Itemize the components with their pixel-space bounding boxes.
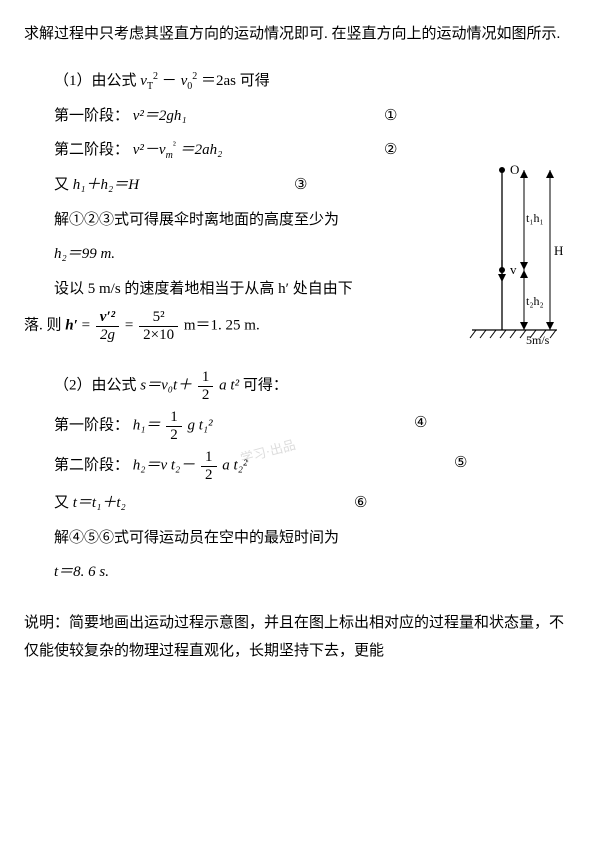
p2-solve: 解④⑤⑥式可得运动员在空中的最短时间为 [54,524,572,553]
half2: 1 2 [166,409,182,443]
p2-result: t＝8. 6 s. [54,558,572,587]
p2-stage2: 第二阶段： h₂＝v t₂－ 1 2 a t₂² ⑤ [54,449,572,483]
eq-num-6: ⑥ [354,489,367,518]
diagram-speed: 5m/s [526,333,550,347]
part2: （2）由公式 s＝v₀t＋ 1 2 a t² 可得： 第一阶段： h₁＝ 1 2… [24,369,572,587]
diagram-H: H [554,243,563,258]
eq-num-3: ③ [294,171,307,200]
p2-lead: （2）由公式 s＝v₀t＋ 1 2 a t² 可得： [54,369,572,403]
explain-text: 说明：简要地画出运动过程示意图，并且在图上标出相对应的过程量和状态量，不仅能使较… [24,609,572,666]
frac1: v′² 2g [96,309,119,343]
eq-num-5: ⑤ [454,449,467,478]
p2-stage1: 第一阶段： h₁＝ 1 2 g t₁² ④ [54,409,572,443]
diagram-t2h2: t₂h₂ [526,294,544,308]
intro-text: 求解过程中只考虑其竖直方向的运动情况即可. 在竖直方向上的运动情况如图所示. [24,20,572,49]
diagram-t1h1: t₁h₁ [526,211,544,225]
frac2: 5² 2×10 [139,309,178,343]
motion-diagram: O H t₁h₁ v t₂h₂ 5m/s [462,160,572,360]
p1-v1: v [140,73,147,89]
diagram-o: O [510,162,519,177]
diagram-svg: O H t₁h₁ v t₂h₂ 5m/s [462,160,572,360]
eq-num-1: ① [384,102,397,131]
eq-num-4: ④ [414,409,427,438]
p1-formula-line: （1）由公式 vT2 － v02 ＝2as 可得 [54,67,572,96]
p1-lead: （1）由公式 [54,73,140,89]
eq-num-2: ② [384,136,397,165]
half3: 1 2 [201,449,217,483]
half1: 1 2 [198,369,214,403]
p1-stage1: 第一阶段： v²＝2gh₁ ① [54,102,572,131]
diagram-v: v [510,262,517,277]
p2-also: 又 t＝t₁＋t₂ ⑥ [54,489,572,518]
